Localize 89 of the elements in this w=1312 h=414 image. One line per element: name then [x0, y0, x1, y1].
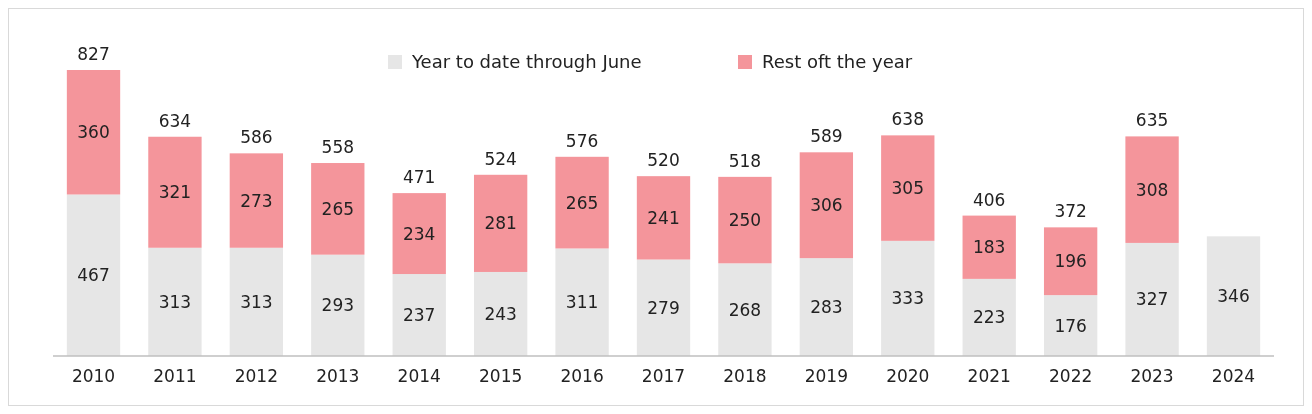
total-label: 634: [158, 110, 192, 131]
data-label: 305: [891, 178, 925, 199]
x-tick-label: 2022: [1049, 366, 1093, 386]
bar: [555, 248, 609, 356]
bar: [1125, 136, 1179, 243]
data-label: 308: [1135, 179, 1169, 200]
bar: [66, 70, 121, 195]
x-tick-label: 2011: [153, 366, 197, 386]
x-tick-label: 2012: [234, 366, 278, 386]
x-tick-label: 2016: [560, 366, 604, 386]
bar: [473, 174, 528, 272]
total-label: 524: [484, 148, 517, 169]
bar: [66, 194, 121, 356]
data-label: 265: [565, 192, 599, 213]
bar: [392, 193, 446, 275]
data-label: 306: [810, 195, 843, 216]
bar: [555, 156, 609, 249]
x-tick-label: 2013: [316, 366, 360, 386]
legend-label: Year to date through June: [411, 51, 642, 73]
bar: [1206, 236, 1261, 356]
data-label: 333: [891, 288, 925, 309]
x-tick-label: 2014: [397, 366, 441, 386]
total-label: 520: [647, 150, 680, 171]
total-label: 518: [728, 150, 762, 171]
total-label: 589: [810, 126, 843, 147]
data-label: 237: [402, 304, 436, 325]
bar: [473, 271, 528, 356]
data-label: 279: [647, 297, 680, 318]
x-tick-label: 2024: [1211, 366, 1256, 386]
bar: [718, 176, 772, 264]
x-tick-label: 2019: [804, 366, 848, 386]
bar: [962, 215, 1016, 279]
data-label: 268: [728, 299, 762, 320]
x-tick-label: 2018: [723, 366, 767, 386]
data-label: 281: [484, 213, 517, 234]
x-tick-label: 2021: [967, 366, 1011, 386]
bar: [1125, 242, 1179, 356]
bar: [1043, 227, 1098, 296]
bar: [311, 254, 365, 356]
bar: [148, 247, 202, 356]
data-label: 313: [240, 291, 273, 312]
x-tick-label: 2020: [886, 366, 930, 386]
bar: [229, 247, 284, 356]
bar: [392, 274, 446, 356]
bar: [636, 176, 691, 260]
data-label: 293: [321, 295, 355, 316]
data-label: 234: [402, 223, 436, 244]
data-label: 467: [77, 265, 110, 286]
data-label: 241: [647, 207, 680, 228]
data-label: 313: [158, 291, 192, 312]
data-label: 223: [972, 307, 1006, 328]
x-tick-label: 2017: [641, 366, 686, 386]
data-label: 346: [1217, 286, 1250, 307]
data-label: 243: [484, 303, 517, 324]
data-label: 273: [240, 190, 273, 211]
total-label: 586: [240, 127, 273, 148]
total-label: 471: [402, 167, 436, 188]
bar: [881, 240, 935, 356]
x-tick-label: 2023: [1130, 366, 1174, 386]
bar: [799, 152, 854, 259]
x-tick-label: 2010: [71, 366, 116, 386]
data-label: 327: [1135, 289, 1169, 310]
x-tick-label: 2015: [479, 366, 523, 386]
total-label: 635: [1135, 110, 1169, 131]
bar: [311, 163, 365, 255]
data-label: 321: [158, 182, 192, 203]
total-label: 406: [972, 189, 1006, 210]
data-label: 196: [1054, 251, 1087, 272]
legend-label: Rest oft the year: [762, 51, 913, 73]
total-label: 558: [321, 137, 355, 158]
data-label: 176: [1054, 315, 1087, 336]
total-label: 827: [77, 44, 110, 64]
total-label: 372: [1054, 201, 1087, 222]
bar: [229, 153, 284, 248]
data-label: 183: [972, 237, 1006, 258]
total-label: 638: [891, 109, 925, 130]
data-label: 250: [728, 210, 762, 231]
bar: [1043, 295, 1098, 356]
data-label: 311: [565, 292, 599, 313]
data-label: 265: [321, 198, 355, 219]
bar: [148, 136, 202, 248]
bar: [799, 258, 854, 356]
data-label: 360: [77, 122, 110, 143]
total-label: 576: [565, 130, 599, 151]
data-label: 283: [810, 297, 843, 318]
bar: [636, 259, 691, 356]
bar: [881, 135, 935, 241]
bar: [718, 263, 772, 356]
bar: [962, 278, 1016, 356]
